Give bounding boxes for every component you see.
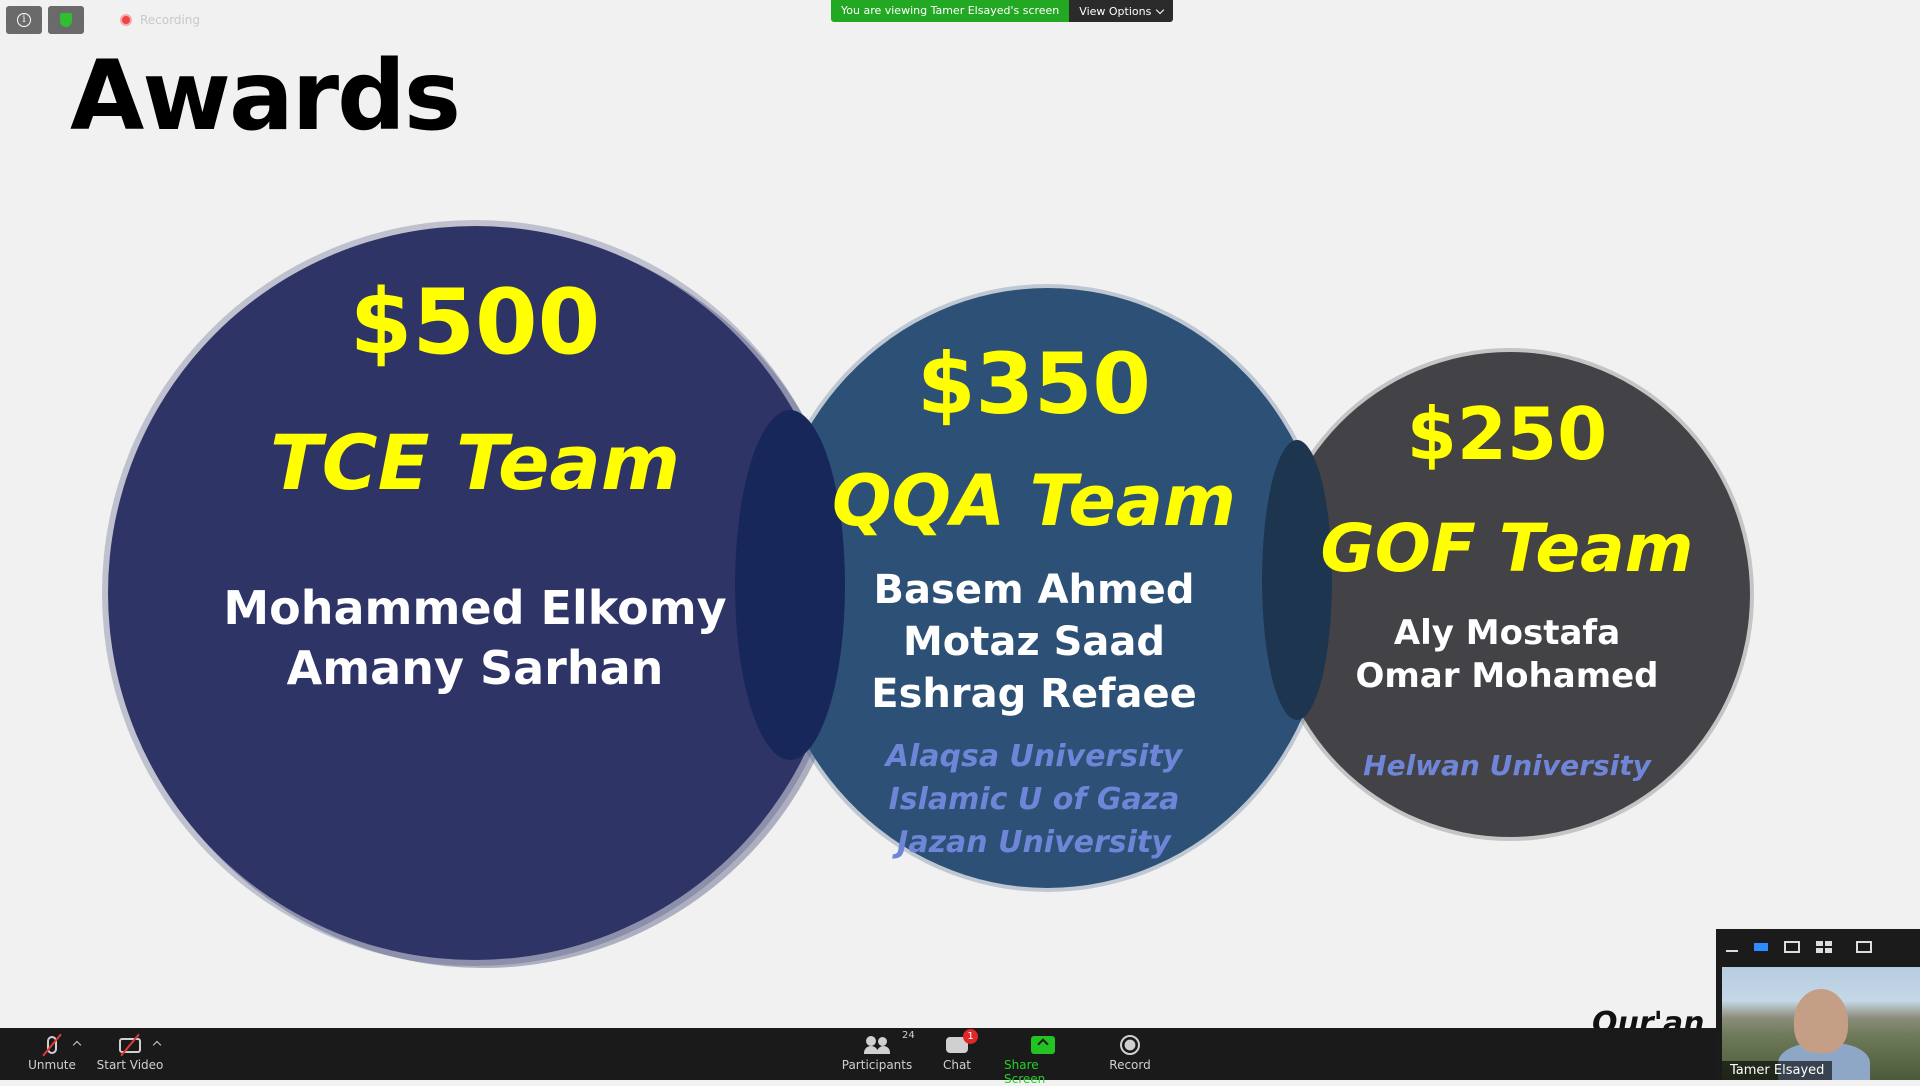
university-name: Islamic U of Gaza [888,782,1180,817]
winner-name: Basem Ahmed [873,567,1195,613]
award-amount: $500 [349,270,601,375]
share-screen-button[interactable]: Share Screen [1004,1032,1082,1086]
start-video-button[interactable]: Start Video [96,1032,164,1072]
side-by-side-icon[interactable] [1856,941,1872,953]
award-1-team: TCE Team [125,418,825,507]
share-screen-icon [1031,1032,1055,1058]
winner-name: Mohammed Elkomy [223,581,727,635]
winner-name: Aly Mostafa [1393,613,1621,653]
award-circle-2 [765,288,1330,888]
share-screen-label: Share Screen [1004,1058,1046,1086]
chat-unread-badge: 1 [963,1029,978,1044]
award-3-names: Aly Mostafa Omar Mohamed [1157,612,1857,698]
chat-label: Chat [942,1058,972,1072]
award-3-universities: Helwan University [1157,748,1857,784]
award-circle-1 [108,226,842,960]
participants-count: 24 [902,1030,915,1041]
university-name: Jazan University [897,825,1171,860]
participants-icon: 24 [864,1030,915,1058]
shared-screen: i Recording You are viewing Tamer Elsaye… [6,0,1857,1028]
video-feed: Tamer Elsayed [1722,967,1920,1080]
single-video-icon[interactable] [1754,943,1768,951]
self-video-panel[interactable]: Tamer Elsayed [1716,929,1920,1080]
award-1: $500 [125,270,825,375]
video-off-icon [119,1032,141,1058]
winner-name: Eshrag Refaee [871,671,1197,717]
award-2-universities: Alaqsa University Islamic U of Gaza Jaza… [684,735,1384,864]
winner-name: Motaz Saad [902,619,1166,665]
university-name: Alaqsa University [885,739,1183,774]
winner-name: Omar Mohamed [1355,656,1659,696]
participants-button[interactable]: 24 Participants [841,1030,915,1072]
award-3-team: GOF Team [1157,510,1857,587]
view-options-button[interactable]: View Options [1069,0,1174,22]
chat-icon: 1 [946,1029,978,1058]
award-2-names: Basem Ahmed Motaz Saad Eshrag Refaee [684,564,1384,720]
winner-name: Amany Sarhan [286,641,664,695]
meeting-indicators: i Recording [6,6,200,34]
meeting-info-button[interactable]: i [6,6,42,34]
record-dot-icon [120,14,132,26]
minimize-icon[interactable] [1726,950,1738,952]
circle-overlap-1 [735,410,845,760]
participant-name: Tamer Elsayed [1722,1061,1833,1080]
record-label: Record [1109,1058,1151,1072]
person-head [1794,989,1848,1053]
award-team: QQA Team [832,460,1236,542]
award-3: $250 [1157,392,1857,476]
record-button[interactable]: Record [1106,1032,1154,1072]
award-2-team: QQA Team [684,460,1384,542]
participants-label: Participants [841,1058,913,1072]
gallery-view-icon[interactable] [1816,941,1832,953]
unmute-button[interactable]: Unmute [28,1032,76,1072]
viewing-banner: You are viewing Tamer Elsayed's screen V… [831,0,1174,22]
start-video-label: Start Video [96,1058,164,1072]
award-2: $350 [684,335,1384,433]
info-icon: i [17,13,31,27]
recording-indicator: Recording [120,13,200,27]
award-team: GOF Team [1320,510,1694,587]
slide-title: Awards [70,40,461,152]
award-amount: $350 [917,335,1151,433]
unmute-label: Unmute [28,1058,76,1072]
meeting-toolbar: Unmute Start Video 24 Participants 1 Cha… [0,1028,1920,1086]
circle-overlap-2 [1262,440,1332,720]
award-circle-3 [1270,352,1750,837]
university-name: Helwan University [1363,749,1651,782]
microphone-muted-icon [42,1032,62,1058]
view-options-label: View Options [1079,4,1152,18]
viewing-message: You are viewing Tamer Elsayed's screen [831,0,1070,22]
security-button[interactable] [48,6,84,34]
award-amount: $250 [1406,392,1608,476]
slide-footer-text: Qur'an Q [1592,1006,1741,1028]
video-view-controls [1716,929,1920,965]
chevron-down-icon [1156,5,1165,14]
record-icon [1120,1032,1140,1058]
chat-button[interactable]: 1 Chat [936,1029,978,1072]
recording-label: Recording [140,13,201,27]
speaker-view-icon[interactable] [1784,941,1800,953]
award-team: TCE Team [269,418,681,507]
shield-icon [60,13,72,27]
award-1-names: Mohammed Elkomy Amany Sarhan [125,578,825,698]
